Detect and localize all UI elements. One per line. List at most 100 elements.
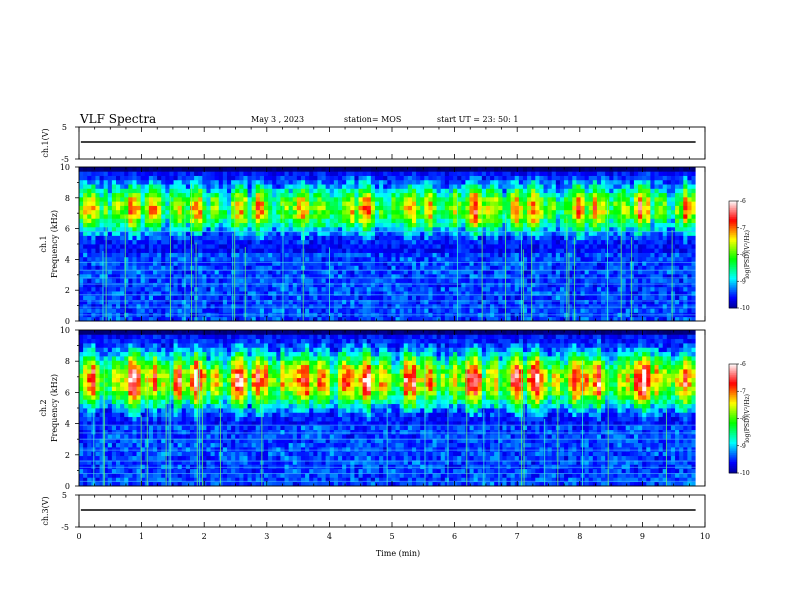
spectrogram-cell [383, 256, 388, 262]
spectrogram-cell [514, 299, 520, 305]
spectrogram-cell [206, 286, 211, 292]
spectrogram-cell [152, 214, 158, 219]
spectrogram-cell [383, 239, 388, 245]
spectrogram-cell [362, 209, 368, 215]
spectrogram-cell [107, 235, 113, 241]
spectrogram-cell [609, 252, 614, 258]
spectrogram-cell [621, 248, 627, 253]
spectrogram-cell [165, 295, 170, 301]
spectrogram-cell [165, 179, 170, 185]
spectrogram-cell [317, 303, 322, 309]
spectrogram-cell [173, 184, 179, 189]
spectrogram-cell [284, 273, 290, 279]
spectrogram-cell [157, 171, 162, 176]
spectrogram-cell [588, 209, 594, 215]
spectrogram-cell [140, 218, 146, 224]
spectrogram-cell [543, 188, 549, 194]
spectrogram-cell [362, 316, 368, 322]
spectrogram-cell [177, 231, 183, 236]
spectrogram-cell [411, 299, 417, 305]
spectrogram-cell [87, 286, 92, 292]
spectrogram-cell [457, 316, 462, 322]
spectrogram-cell [559, 205, 565, 211]
spectrogram-cell [165, 205, 170, 211]
spectrogram-cell [222, 192, 228, 198]
spectrogram-cell [592, 175, 598, 181]
spectrogram-cell [239, 222, 244, 228]
spectrogram-cell [99, 252, 105, 258]
spectrogram-cell [169, 196, 174, 202]
spectrogram-cell [268, 214, 273, 219]
spectrogram-cell [411, 244, 417, 249]
spectrogram-cell [469, 171, 475, 176]
spectrogram-cell [132, 269, 137, 275]
spectrogram-cell [473, 286, 479, 292]
spectrogram-cell [403, 184, 409, 189]
spectrogram-cell [559, 226, 565, 232]
spectrogram-cell [132, 303, 137, 309]
spectrogram-cell [481, 222, 487, 228]
spectrogram-cell [518, 167, 524, 172]
spectrogram-cell [543, 218, 549, 224]
spectrogram-cell [198, 256, 203, 262]
spectrogram-cell [416, 256, 421, 262]
spectrogram-cell [272, 295, 277, 301]
spectrogram-cell [588, 244, 594, 249]
spectrogram-cell [321, 299, 327, 305]
spectrogram-cell [568, 291, 573, 296]
spectrogram-cell [498, 171, 503, 176]
spectrogram-cell [518, 201, 524, 206]
spectrogram-cell [539, 205, 544, 211]
spectrogram-cell [592, 205, 598, 211]
spectrogram-cell [543, 273, 549, 279]
spectrogram-cell [251, 295, 257, 301]
spectrogram-cell [547, 205, 553, 211]
spectrogram-cell [144, 256, 150, 262]
spectrogram-cell [272, 231, 277, 236]
spectrogram-cell [263, 239, 269, 245]
spectrogram-cell [235, 239, 240, 245]
spectrogram-cell [120, 273, 125, 279]
spectrogram-cell [613, 273, 618, 279]
spectrogram-cell [157, 222, 162, 228]
spectrogram-cell [235, 171, 240, 176]
spectrogram-cell [284, 303, 290, 309]
spectrogram-cell [99, 231, 105, 236]
spectrogram-cell [535, 235, 540, 241]
spectrogram-cell [140, 222, 146, 228]
spectrogram-cell [189, 308, 195, 313]
spectrogram-cell [436, 261, 442, 266]
spectrogram-cell [370, 265, 376, 271]
spectrogram-cell [173, 226, 179, 232]
spectrogram-cell [251, 244, 257, 249]
spectrogram-cell [510, 316, 516, 322]
spectrogram-cell [485, 308, 491, 313]
spectrogram-cell [152, 196, 158, 202]
spectrogram-cell [625, 184, 631, 189]
spectrogram-cell [218, 316, 224, 322]
spectrogram-cell [362, 196, 368, 202]
spectrogram-cell [210, 244, 216, 249]
spectrogram-cell [601, 222, 606, 228]
spectrogram-cell [181, 239, 187, 245]
spectrogram-cell [91, 291, 96, 296]
spectrogram-cell [514, 244, 520, 249]
spectrogram-cell [251, 226, 257, 232]
spectrogram-cell [189, 299, 195, 305]
spectrogram-cell [465, 226, 470, 232]
spectrogram-cell [346, 209, 351, 215]
spectrogram-cell [465, 179, 470, 185]
spectrogram-cell [107, 303, 113, 309]
spectrogram-cell [510, 218, 516, 224]
spectrogram-cell [95, 299, 100, 305]
spectrogram-cell [584, 167, 590, 172]
spectrogram-cell [91, 201, 96, 206]
spectrogram-cell [296, 244, 302, 249]
spectrogram-cell [629, 188, 635, 194]
spectrogram-cell [576, 299, 581, 305]
spectrogram-cell [161, 316, 166, 322]
spectrogram-cell [531, 179, 536, 185]
spectrogram-cell [514, 222, 520, 228]
spectrogram-cell [387, 273, 392, 279]
spectrogram-cell [239, 226, 244, 232]
